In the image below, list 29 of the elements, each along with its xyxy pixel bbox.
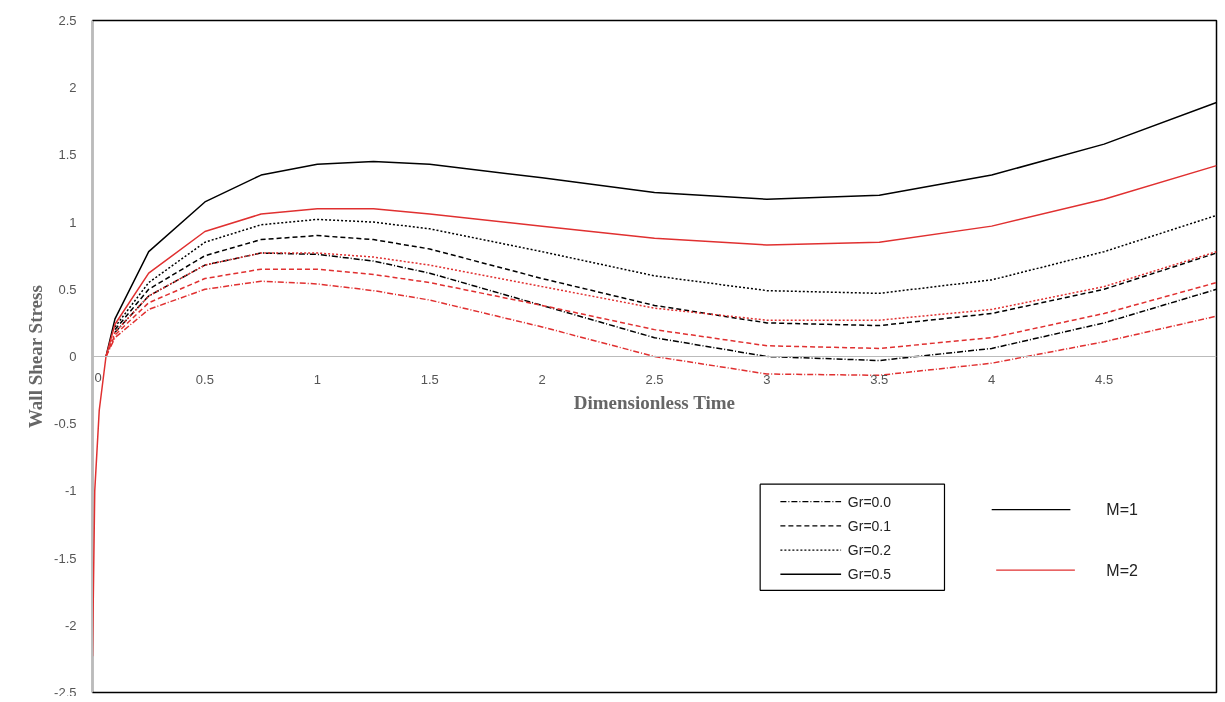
- y-tick-label: -0.5: [54, 416, 77, 432]
- annotation: Gr=0.0: [847, 493, 892, 510]
- annotation: Gr=0.5: [847, 566, 892, 583]
- x-tick-label: 2: [538, 371, 546, 387]
- x-tick-label: 4.5: [1095, 371, 1114, 387]
- y-tick-label: -2.5: [54, 684, 77, 700]
- x-tick-label: 3.5: [870, 371, 889, 387]
- y-tick-label: 2: [69, 80, 77, 96]
- y-axis-title: Wall Shear Stress: [25, 285, 47, 429]
- y-tick-label: -1.5: [54, 550, 77, 566]
- annotation: Gr=0.1: [847, 517, 892, 534]
- y-tick-label: 0.5: [58, 281, 77, 297]
- x-tick-label: 0: [94, 369, 102, 385]
- x-tick-label: 1: [313, 371, 321, 387]
- x-tick-label: 1.5: [420, 371, 439, 387]
- x-tick-label: 2.5: [645, 371, 664, 387]
- y-tick-label: 1: [69, 214, 77, 230]
- annotation: Gr=0.2: [847, 542, 892, 559]
- x-tick-label: 3: [763, 371, 771, 387]
- y-tick-label: -2: [64, 617, 77, 633]
- x-tick-label: 0.5: [195, 371, 214, 387]
- x-axis-title: Dimensionless Time: [573, 391, 735, 413]
- y-tick-label: 2.5: [58, 13, 77, 28]
- annotation: M=2: [1106, 561, 1139, 579]
- annotation: M=1: [1106, 501, 1139, 519]
- y-tick-label: -1: [64, 483, 77, 499]
- y-tick-label: 0: [69, 349, 77, 364]
- y-tick-label: 1.5: [58, 147, 77, 163]
- x-tick-label: 4: [988, 371, 996, 387]
